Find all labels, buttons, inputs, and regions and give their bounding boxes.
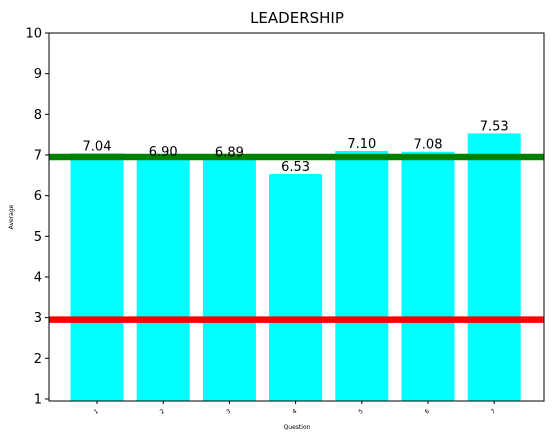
- bar-value-label: 6.89: [215, 145, 244, 160]
- y-tick-label: 8: [34, 108, 42, 123]
- x-tick-label: 5: [357, 408, 364, 416]
- reference-lines-group: [49, 153, 544, 323]
- bar-6: [401, 151, 455, 401]
- y-axis-ticks: 1 2 3 4 5 6 7 8 9 10: [25, 27, 49, 407]
- y-tick-label: 2: [34, 352, 42, 367]
- y-tick-label: 10: [25, 27, 42, 42]
- bar-3: [202, 159, 256, 401]
- bar-7: [467, 133, 521, 402]
- y-tick-label: 4: [34, 270, 42, 285]
- bar-1: [70, 153, 124, 401]
- y-tick-label: 7: [34, 148, 42, 163]
- x-tick-label: 2: [159, 408, 166, 416]
- y-tick-label: 6: [34, 189, 42, 204]
- bar-value-label: 7.04: [83, 139, 112, 154]
- x-tick-label: 7: [490, 408, 497, 416]
- bar-value-label: 6.90: [149, 145, 178, 160]
- y-tick-label: 1: [34, 392, 42, 407]
- bar-value-label: 7.08: [414, 138, 443, 153]
- y-tick-label: 9: [34, 67, 42, 82]
- y-tick-label: 5: [34, 230, 42, 245]
- x-tick-label: 3: [225, 408, 232, 416]
- x-tick-label: 6: [424, 408, 431, 416]
- bar-labels-group: 7.04 6.90 6.89 6.53 7.10 7.08 7.53: [83, 119, 509, 175]
- y-tick-label: 3: [34, 311, 42, 326]
- x-axis-label: Question: [284, 424, 311, 431]
- bar-value-label: 7.53: [480, 119, 509, 134]
- chart-title: LEADERSHIP: [250, 9, 344, 27]
- bar-value-label: 6.53: [281, 160, 310, 175]
- x-tick-label: 4: [291, 408, 298, 416]
- x-axis-ticks: 1 2 3 4 5 6 7: [93, 401, 497, 416]
- bar-4: [269, 174, 323, 401]
- y-axis-label: Average: [8, 204, 15, 229]
- bar-2: [136, 159, 190, 401]
- bar-value-label: 7.10: [347, 137, 376, 152]
- bar-5: [335, 150, 389, 401]
- x-tick-label: 1: [93, 408, 100, 416]
- bars-group: [70, 133, 521, 402]
- plot-frame: [48, 32, 545, 402]
